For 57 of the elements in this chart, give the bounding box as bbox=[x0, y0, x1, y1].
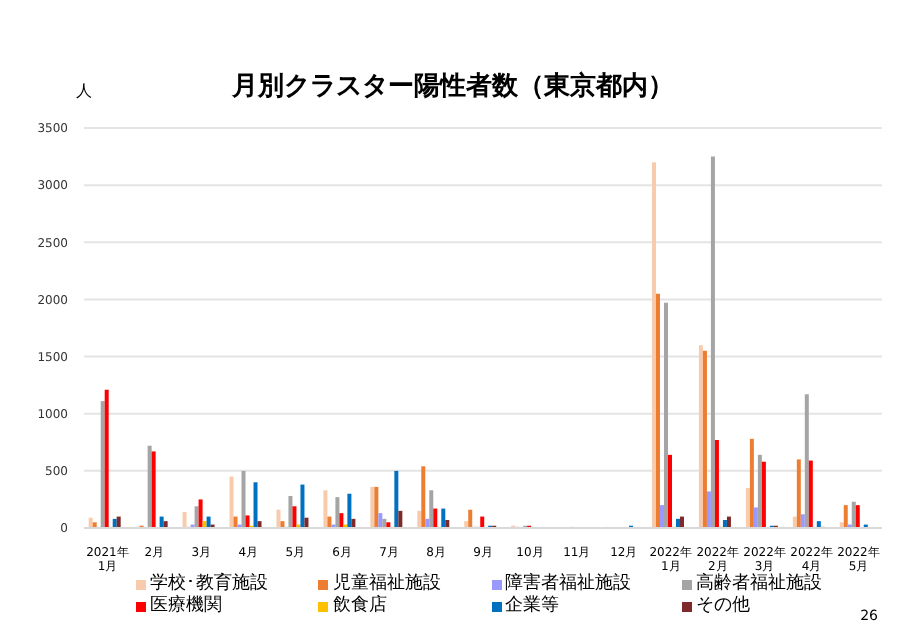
bar bbox=[714, 440, 719, 528]
bar bbox=[698, 345, 703, 528]
bar bbox=[468, 509, 473, 528]
bar bbox=[433, 508, 438, 528]
bar bbox=[843, 505, 848, 528]
chart-title: 月別クラスター陽性者数（東京都内） bbox=[232, 72, 674, 102]
bar bbox=[663, 302, 668, 528]
bar bbox=[429, 490, 434, 528]
bar bbox=[394, 470, 399, 528]
legend-label: 児童福祉施設 bbox=[332, 574, 441, 595]
bar bbox=[761, 461, 766, 528]
bar bbox=[300, 484, 305, 528]
bar bbox=[245, 515, 250, 528]
bar bbox=[378, 513, 383, 528]
bar bbox=[702, 350, 707, 528]
bar bbox=[147, 445, 152, 528]
legend-label: 飲食店 bbox=[332, 596, 387, 618]
bar bbox=[757, 454, 762, 528]
bar bbox=[276, 509, 281, 528]
bar bbox=[323, 490, 328, 528]
bar bbox=[182, 512, 187, 528]
bar bbox=[229, 476, 234, 528]
bar bbox=[667, 454, 672, 528]
bar bbox=[655, 293, 660, 528]
bar bbox=[347, 493, 352, 528]
bar bbox=[398, 510, 403, 528]
bar bbox=[753, 507, 758, 528]
bar bbox=[421, 466, 426, 528]
bar bbox=[104, 389, 109, 528]
legend-label: その他 bbox=[695, 596, 750, 618]
legend-label: 学校･教育施設 bbox=[150, 574, 268, 595]
bar bbox=[796, 459, 801, 528]
bar bbox=[800, 514, 805, 528]
bar bbox=[710, 156, 715, 528]
bar bbox=[151, 451, 156, 528]
bar bbox=[804, 394, 809, 528]
bar bbox=[100, 401, 105, 528]
bar bbox=[241, 470, 246, 528]
bar bbox=[292, 506, 297, 528]
bar bbox=[749, 438, 754, 528]
bar bbox=[651, 162, 656, 528]
bar bbox=[745, 488, 750, 528]
bar bbox=[335, 497, 340, 528]
legend-label: 高齢者福祉施設 bbox=[695, 574, 822, 595]
bar bbox=[288, 496, 293, 528]
legend-label: 障害者福祉施設 bbox=[505, 574, 631, 595]
bar bbox=[441, 508, 446, 528]
bar bbox=[659, 505, 664, 528]
legend-label: 企業等 bbox=[505, 596, 559, 618]
y-axis-title: 人 bbox=[76, 80, 92, 102]
bar bbox=[198, 499, 203, 528]
bar bbox=[194, 506, 199, 528]
bar bbox=[417, 510, 422, 528]
legend-label: 医療機関 bbox=[150, 596, 222, 618]
bar bbox=[339, 513, 344, 528]
bar bbox=[706, 491, 711, 528]
bar bbox=[808, 460, 813, 528]
